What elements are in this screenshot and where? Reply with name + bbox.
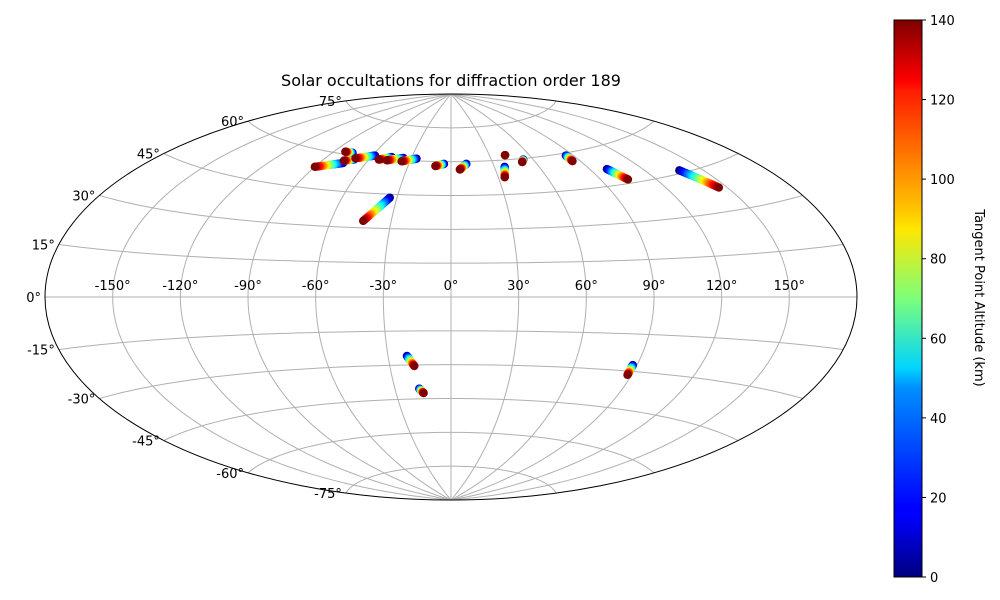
y-tick-label: -75°: [314, 487, 342, 502]
colorbar-tick-label: 120: [930, 94, 955, 109]
occultation-point: [351, 154, 360, 163]
occultation-point: [517, 157, 527, 167]
x-tick-label: -60°: [302, 279, 330, 294]
colorbar-tick-label: 0: [930, 571, 938, 586]
x-tick-label: -120°: [162, 279, 198, 294]
y-tick-label: 0°: [26, 291, 41, 306]
grid: [45, 94, 857, 500]
x-tick-label: -150°: [95, 279, 131, 294]
parallel-line: [345, 100, 557, 129]
y-tick-label: 15°: [32, 238, 55, 253]
parallel-line: [163, 153, 739, 197]
y-tick-label: -15°: [27, 344, 55, 359]
parallel-line: [345, 465, 557, 494]
colorbar-ticks: 0 20 40 60 80 100 120 140: [922, 14, 955, 586]
x-tick-label: 120°: [706, 279, 737, 294]
occultation-point: [568, 156, 577, 166]
occultation-point: [714, 183, 724, 192]
parallel-line: [58, 243, 844, 264]
parallel-line: [99, 364, 803, 399]
occultation-point: [358, 216, 368, 226]
occultation-point: [431, 161, 440, 171]
x-tick-labels: -150° -120° -90° -60° -30° 0° 30° 60° 90° 120° 150…: [95, 279, 805, 294]
occultation-point: [500, 173, 509, 182]
occultation-point: [382, 156, 391, 165]
colorbar-tick-label: 60: [930, 332, 947, 347]
y-tick-labels: -75° -60° -45° -30° -15° 0° 15° 30° 45° 60° 75°: [26, 95, 342, 502]
colorbar-label: Tangent Point Altitude (km): [971, 208, 986, 386]
occultation-point: [623, 175, 633, 184]
map-boundary: [44, 93, 858, 501]
occultation-point: [310, 162, 319, 172]
x-tick-label: 90°: [642, 279, 665, 294]
colorbar-tick-label: 100: [930, 173, 955, 188]
y-tick-label: 75°: [319, 95, 342, 110]
parallel-line: [99, 195, 803, 230]
x-tick-label: 30°: [507, 279, 530, 294]
y-tick-label: -60°: [216, 467, 244, 482]
chart-title: Solar occultations for diffraction order…: [281, 71, 621, 90]
occultation-point: [339, 156, 349, 165]
parallel-line: [247, 120, 655, 163]
x-tick-label: 60°: [575, 279, 598, 294]
y-tick-label: 45°: [137, 147, 160, 162]
occultation-point: [410, 361, 419, 371]
parallel-line: [247, 431, 655, 474]
occultation-point: [397, 157, 406, 166]
colorbar-gradient: [893, 19, 923, 578]
occultation-point: [623, 370, 632, 380]
parallel-line: [58, 330, 844, 351]
y-tick-label: -30°: [68, 393, 96, 408]
occultation-point: [500, 150, 510, 160]
occultation-point: [374, 155, 383, 164]
x-tick-label: 150°: [774, 279, 805, 294]
colorbar-tick-label: 40: [930, 412, 947, 427]
occultation-point: [419, 388, 428, 398]
y-tick-label: 60°: [221, 115, 244, 130]
x-tick-label: -90°: [234, 279, 262, 294]
colorbar-tick-label: 20: [930, 491, 947, 506]
y-tick-label: -45°: [132, 435, 160, 450]
colorbar-tick-label: 80: [930, 253, 947, 268]
colorbar-tick-label: 140: [930, 14, 955, 29]
x-tick-label: 0°: [444, 279, 459, 294]
colorbar: 0 20 40 60 80 100 120 140 Tangent Point Altitud…: [893, 14, 986, 586]
occultation-points: [310, 147, 724, 398]
occultation-point: [341, 147, 350, 156]
y-tick-label: 30°: [72, 190, 95, 205]
x-tick-label: -30°: [369, 279, 397, 294]
parallel-line: [163, 397, 739, 441]
occultation-point: [455, 165, 465, 174]
